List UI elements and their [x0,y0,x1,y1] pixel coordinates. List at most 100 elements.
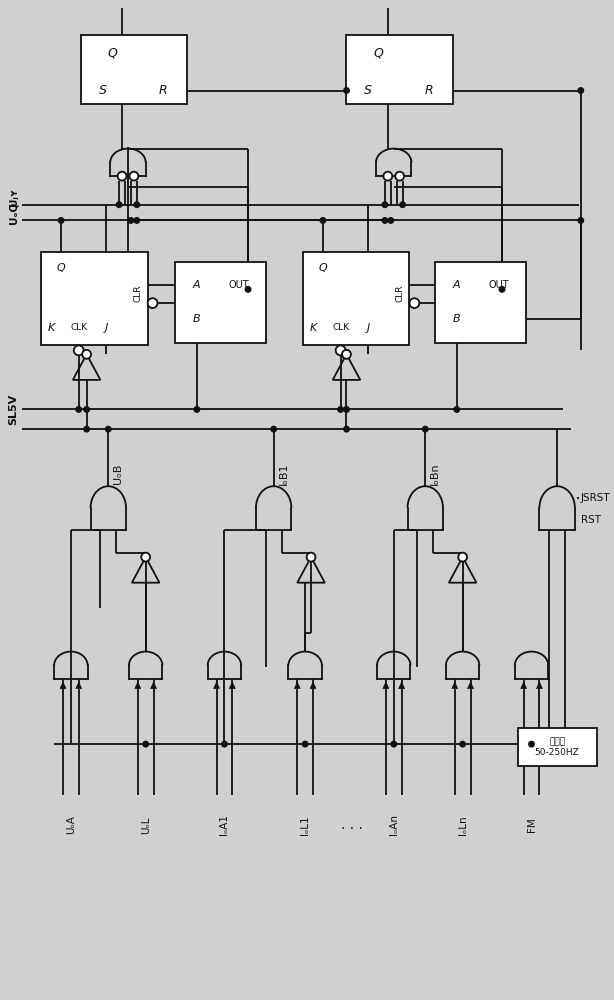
Circle shape [410,298,419,308]
Polygon shape [383,682,389,689]
Text: OUT: OUT [489,280,510,290]
Circle shape [342,350,351,359]
Circle shape [246,287,251,292]
Circle shape [578,88,583,93]
Text: J: J [104,323,108,333]
Text: Q: Q [373,47,383,60]
Circle shape [118,172,126,181]
Polygon shape [398,682,405,689]
Polygon shape [60,682,66,689]
Polygon shape [76,682,82,689]
Text: CLR: CLR [133,285,142,302]
Polygon shape [310,682,316,689]
Text: UₒA: UₒA [66,815,76,834]
Text: CLK: CLK [332,323,349,332]
Circle shape [529,741,534,747]
Circle shape [499,287,505,292]
Circle shape [222,741,227,747]
Circle shape [460,741,465,747]
Text: UₒQ: UₒQ [9,201,19,224]
Circle shape [130,172,138,181]
Circle shape [320,218,325,223]
Circle shape [391,741,397,747]
Polygon shape [294,682,300,689]
Text: S: S [98,84,106,97]
Text: K: K [47,323,55,333]
Circle shape [143,741,149,747]
Circle shape [382,218,387,223]
Bar [41,252,147,345]
Circle shape [84,426,90,432]
Bar [346,35,453,104]
Text: B: B [453,314,460,324]
Text: B: B [193,314,201,324]
Text: IₒAn: IₒAn [389,814,398,835]
Circle shape [302,741,308,747]
Circle shape [271,426,276,432]
Text: IₒBn: IₒBn [430,462,440,485]
Bar [80,35,187,104]
Circle shape [106,426,111,432]
Polygon shape [521,682,527,689]
Circle shape [128,218,134,223]
Text: FM: FM [527,817,537,832]
Text: CLR: CLR [395,285,404,302]
Circle shape [395,172,404,181]
Bar [175,262,266,343]
Circle shape [454,407,459,412]
Circle shape [147,298,158,308]
Text: . . .: . . . [341,818,363,832]
Bar [518,728,597,766]
Text: UₒB: UₒB [113,463,123,484]
Polygon shape [135,682,141,689]
Circle shape [134,218,139,223]
Text: Q: Q [107,47,117,60]
Polygon shape [537,682,542,689]
Circle shape [338,407,343,412]
Text: IₒB1: IₒB1 [279,462,289,485]
Circle shape [74,345,84,355]
Text: R: R [425,84,433,97]
Bar [303,252,410,345]
Circle shape [400,202,405,207]
Text: IₒL1: IₒL1 [300,815,310,835]
Text: JSRST: JSRST [581,493,610,503]
Circle shape [344,407,349,412]
Polygon shape [214,682,220,689]
Circle shape [344,88,349,93]
Text: Q: Q [319,263,327,273]
Text: UₒL: UₒL [141,816,150,834]
Polygon shape [468,682,473,689]
Circle shape [578,218,583,223]
Text: Q: Q [56,263,66,273]
Text: IₒLn: IₒLn [457,815,468,835]
Text: R: R [159,84,168,97]
Circle shape [336,345,346,355]
Text: A: A [453,280,460,290]
Text: SL5V: SL5V [8,394,18,425]
Circle shape [116,202,122,207]
Circle shape [76,407,82,412]
Circle shape [344,426,349,432]
Circle shape [134,202,139,207]
Circle shape [82,350,91,359]
Circle shape [422,426,428,432]
Text: K: K [309,323,317,333]
Circle shape [306,553,316,562]
Circle shape [458,553,467,562]
Circle shape [84,407,90,412]
Circle shape [194,407,200,412]
Text: OUT: OUT [229,280,249,290]
Text: RST: RST [581,515,600,525]
Polygon shape [452,682,457,689]
Polygon shape [150,682,157,689]
Text: S: S [364,84,372,97]
Text: 频率器
50-250HZ: 频率器 50-250HZ [535,737,580,757]
Bar [435,262,526,343]
Text: J: J [367,323,370,333]
Text: A: A [193,280,201,290]
Circle shape [382,202,387,207]
Circle shape [58,218,64,223]
Text: IₒA1: IₒA1 [219,814,230,835]
Polygon shape [230,682,235,689]
